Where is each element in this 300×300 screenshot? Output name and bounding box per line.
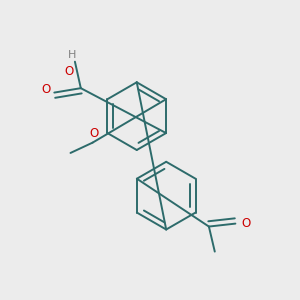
Text: O: O bbox=[41, 83, 51, 96]
Text: O: O bbox=[242, 217, 251, 230]
Text: O: O bbox=[89, 127, 99, 140]
Text: O: O bbox=[64, 64, 74, 78]
Text: H: H bbox=[68, 50, 76, 60]
